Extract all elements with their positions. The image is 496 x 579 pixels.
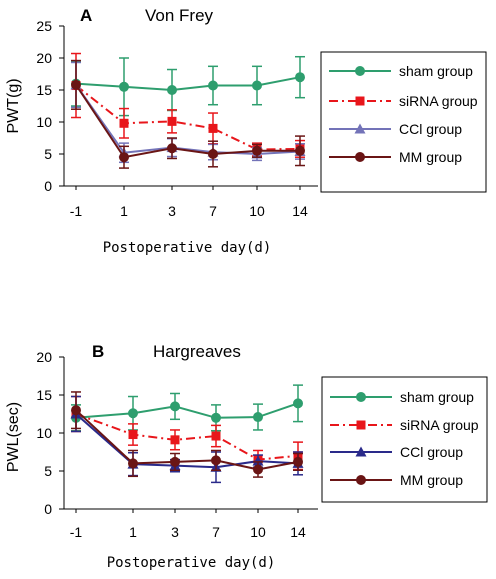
series-line [75,84,301,151]
panel-b-series-sham-group [71,384,303,432]
legend-label: siRNA group [400,417,479,433]
data-point [253,464,263,475]
panel-a-x-axis-label: Postoperative day(d) [103,240,272,256]
panel-a-x-tick-label: 3 [168,203,176,219]
panel-a: A Von Frey PWT(g) Postoperative day(d) 0… [5,6,487,256]
data-point [252,455,264,466]
panel-a-y-tick-label: 5 [44,146,52,162]
legend-label: siRNA group [399,93,478,109]
series-line [75,402,299,419]
data-point [167,116,177,126]
panel-b-y-axis-label: PWL(sec) [5,402,22,472]
panel-b-x-tick-label: -1 [70,524,83,540]
legend-swatch-marker [356,475,366,485]
panel-a-series-sirna-group [71,52,305,158]
series-line [75,76,301,92]
series-line [75,413,299,461]
panel-b-x-tick-label: 1 [129,524,137,540]
data-point [170,456,180,467]
data-point [208,80,218,91]
data-point [252,145,262,156]
data-point [170,401,180,412]
data-point [71,79,81,90]
panel-a-y-tick-label: 0 [44,178,52,194]
panel-b-y-tick-label: 10 [36,425,52,441]
data-point [211,431,221,441]
legend-label: CCl group [400,444,463,460]
panel-a-series-mm-group [71,59,305,169]
legend-swatch-marker [356,420,366,430]
data-point [167,85,177,95]
panel-b-x-tick-label: 3 [171,524,179,540]
legend-swatch-marker [356,392,366,402]
data-point [293,456,303,467]
data-point [119,81,129,92]
panel-b: B Hargreaves PWL(sec) Postoperative day(… [5,342,488,571]
data-point [119,152,129,163]
panel-a-x-tick-label: 14 [292,203,308,219]
panel-b-x-axis-label: Postoperative day(d) [107,555,276,571]
data-point [252,80,262,91]
legend-box [320,51,487,193]
panel-b-title: Hargreaves [153,342,241,361]
data-point [295,145,305,156]
legend-swatch-marker [354,123,366,134]
panel-b-y-tick-label: 15 [36,387,52,403]
panel-a-x-tick-label: -1 [70,203,83,219]
series-line [75,409,299,471]
panel-b-series-mm-group [71,391,303,478]
panel-a-x-tick-label: 1 [120,203,128,219]
data-point [119,118,129,128]
legend-swatch-marker [355,446,367,457]
panel-a-letter: A [80,6,92,25]
panel-a-x-tick-label: 10 [249,203,265,219]
panel-b-y-tick-label: 20 [36,349,52,365]
data-point [253,412,263,423]
panel-a-title: Von Frey [145,6,214,25]
series-line [75,84,301,156]
panel-a-series-sham-group [71,55,305,117]
data-point [208,149,218,159]
panel-b-x-tick-label: 14 [290,524,306,540]
panel-a-y-tick-label: 20 [36,50,52,66]
panel-a-y-tick-label: 15 [36,82,52,98]
panel-a-legend: sham group siRNA group CCl group MM group [320,51,487,193]
panel-b-legend: sham group siRNA group CCl group MM group [321,376,488,503]
panel-a-y-tick-label: 10 [36,114,52,130]
panel-a-x-tick-label: 7 [209,203,217,219]
data-point [295,72,305,83]
data-point [211,455,221,466]
data-point [211,412,221,423]
panel-b-x-tick-label: 10 [250,524,266,540]
panel-a-y-tick-label: 25 [36,18,52,34]
panel-b-y-tick-label: 5 [44,463,52,479]
data-point [208,123,218,133]
panel-b-y-tick-label: 0 [44,501,52,517]
data-point [128,408,138,419]
panel-a-series-ccl-group [70,61,306,164]
panel-b-letter: B [92,342,104,361]
panel-a-y-axis-label: PWT(g) [5,78,22,133]
legend-label: sham group [399,63,473,79]
legend-swatch-marker [355,152,365,162]
data-point [128,458,138,469]
data-point [293,398,303,409]
legend-label: MM group [400,472,463,488]
legend-label: CCl group [399,121,462,137]
panel-b-series-sirna-group [71,395,303,471]
panel-b-x-tick-label: 7 [212,524,220,540]
data-point [167,143,177,154]
legend-label: MM group [399,149,462,165]
legend-swatch-marker [355,96,365,106]
legend-swatch-marker [355,66,365,76]
data-point [71,405,81,416]
series-line [75,84,300,159]
data-point [170,435,180,445]
legend-label: sham group [400,389,474,405]
data-point [128,430,138,440]
